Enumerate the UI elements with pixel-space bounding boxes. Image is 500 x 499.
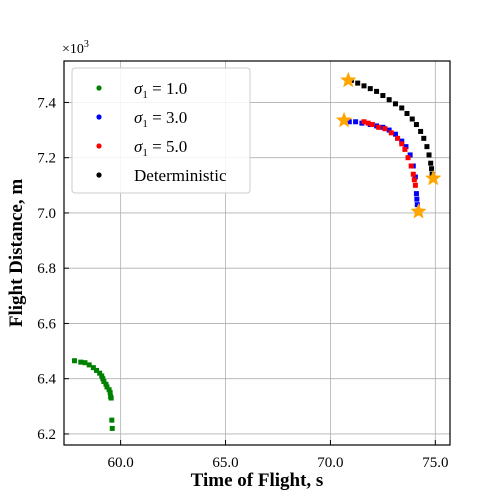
data-point	[413, 191, 419, 197]
data-point	[424, 144, 430, 150]
legend: σ1 = 1.0 σ1 = 3.0 σ1 = 5.0 Deterministic	[71, 67, 251, 194]
data-point	[90, 365, 96, 371]
series-3	[348, 77, 435, 177]
data-point	[411, 177, 417, 183]
data-point	[369, 122, 375, 128]
data-point	[104, 384, 110, 390]
data-point	[355, 80, 361, 86]
x-axis-title: Time of Flight, s	[191, 470, 324, 491]
data-point	[412, 174, 418, 180]
data-point	[71, 358, 77, 364]
star-marker	[339, 71, 357, 88]
x-tick-label: 60.0	[108, 455, 134, 471]
y-tick-label: 7.0	[37, 206, 56, 222]
star-marker	[424, 169, 442, 186]
axis-ticks: 60.0 65.0 70.0 75.0 6.2 6.4 6.6 6.8 7.0 7.2 7.4	[37, 95, 448, 471]
data-point	[403, 144, 409, 150]
data-point	[412, 182, 418, 188]
data-point	[399, 105, 405, 111]
data-point	[409, 116, 415, 122]
x-tick-label: 75.0	[422, 455, 448, 471]
legend-label: Deterministic	[134, 166, 227, 185]
y-tick-label: 6.2	[37, 427, 56, 443]
legend-label: σ1 = 1.0	[134, 79, 187, 101]
data-point	[86, 362, 92, 368]
data-point	[395, 135, 401, 141]
legend-marker	[96, 172, 102, 178]
x-tick-label: 70.0	[317, 455, 343, 471]
data-point	[405, 155, 411, 161]
data-point	[421, 135, 427, 141]
data-point	[100, 376, 106, 382]
data-point	[94, 367, 100, 373]
data-point	[109, 425, 115, 431]
legend-marker	[96, 85, 102, 91]
data-point	[414, 196, 420, 202]
data-point	[346, 119, 352, 125]
data-point	[426, 152, 432, 158]
star-marker	[335, 111, 353, 128]
plot-area-frame	[63, 60, 451, 446]
data-point	[78, 359, 84, 365]
data-point	[388, 130, 394, 136]
data-point	[367, 86, 373, 92]
y-tick-label: 6.8	[37, 261, 56, 277]
x-tick-label: 65.0	[212, 455, 238, 471]
data-point	[82, 360, 88, 366]
data-point	[399, 141, 405, 147]
data-point	[407, 152, 413, 158]
data-point	[392, 131, 398, 137]
data-point	[108, 395, 114, 401]
data-point	[418, 128, 424, 134]
data-point	[386, 127, 392, 133]
data-point	[374, 88, 380, 94]
data-point	[429, 166, 435, 172]
data-point	[107, 390, 113, 396]
y-axis-offset-label: ×103	[62, 39, 89, 57]
legend-box	[71, 67, 251, 194]
data-point	[109, 417, 115, 423]
y-tick-label: 6.4	[37, 372, 56, 388]
data-point	[386, 97, 392, 103]
y-axis-title: Flight Distance, m	[6, 179, 27, 327]
data-point	[103, 381, 109, 387]
data-point	[361, 83, 367, 89]
y-tick-label: 7.4	[37, 95, 56, 111]
data-point	[361, 119, 367, 125]
data-point	[97, 370, 103, 376]
star-marker	[410, 202, 427, 219]
data-point	[365, 120, 371, 126]
data-point	[101, 378, 107, 384]
series-1	[346, 119, 420, 208]
data-point	[380, 93, 386, 99]
data-point	[353, 119, 359, 125]
series-0	[71, 358, 115, 431]
y-tick-label: 6.6	[37, 316, 56, 332]
legend-label: σ1 = 5.0	[134, 137, 187, 159]
y-tick-label: 7.2	[37, 151, 56, 167]
data-point	[399, 138, 405, 144]
endpoint-markers	[335, 71, 442, 219]
data-point	[428, 160, 434, 166]
data-points	[71, 77, 435, 431]
data-point	[414, 202, 420, 208]
data-point	[402, 146, 408, 152]
data-point	[99, 373, 105, 379]
data-point	[376, 124, 382, 130]
legend-marker	[96, 114, 102, 120]
data-point	[413, 122, 419, 128]
data-point	[410, 171, 416, 177]
data-point	[392, 101, 398, 107]
data-point	[408, 163, 414, 169]
legend-label: σ1 = 3.0	[134, 108, 187, 130]
data-point	[106, 387, 112, 393]
series-2	[361, 119, 418, 188]
data-point	[404, 110, 410, 116]
legend-marker	[96, 143, 102, 149]
data-point	[382, 126, 388, 132]
